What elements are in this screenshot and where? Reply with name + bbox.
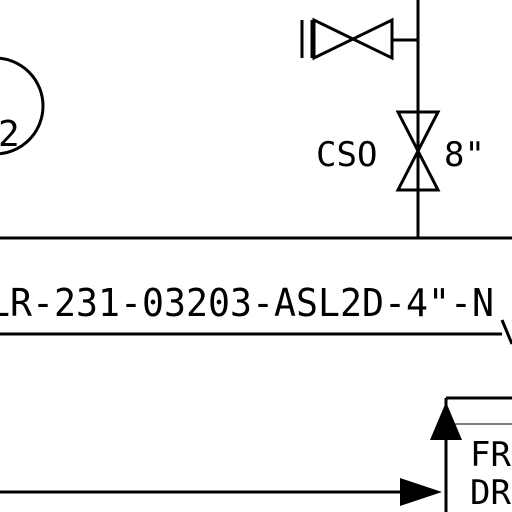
box-label-line1: FR bbox=[470, 435, 511, 475]
underline-tick bbox=[500, 319, 512, 345]
instrument-bubble-label: 2 bbox=[0, 114, 20, 155]
valve-size-label: 8" bbox=[444, 135, 485, 175]
instrument-bubble bbox=[0, 56, 45, 156]
box-label-line2: DR bbox=[470, 473, 511, 512]
valve-status-label: CSO bbox=[316, 135, 377, 175]
flow-arrow-up bbox=[430, 402, 462, 440]
gate-valve-vertical bbox=[395, 110, 441, 192]
line-number-label: LR-231-03203-ASL2D-4"-N bbox=[0, 281, 494, 325]
gate-valve-horizontal bbox=[300, 17, 418, 61]
flow-arrow-right bbox=[400, 478, 442, 506]
